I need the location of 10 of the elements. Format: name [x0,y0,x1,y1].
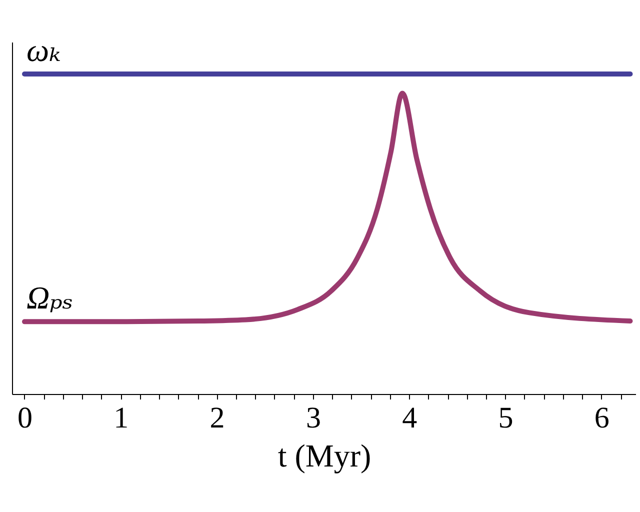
series-label: ωₖ [26,32,61,68]
x-tick-label: 5 [498,402,514,434]
x-tick-label: 0 [18,402,32,434]
x-tick-label: 3 [306,402,321,434]
series-label: Ωₚₛ [26,280,74,316]
x-tick-label: 6 [594,402,610,434]
x-axis-title: t (Myr) [278,438,372,474]
x-tick-label: 2 [210,402,225,434]
x-tick-label: 1 [114,402,129,434]
x-tick-label: 4 [402,402,418,434]
